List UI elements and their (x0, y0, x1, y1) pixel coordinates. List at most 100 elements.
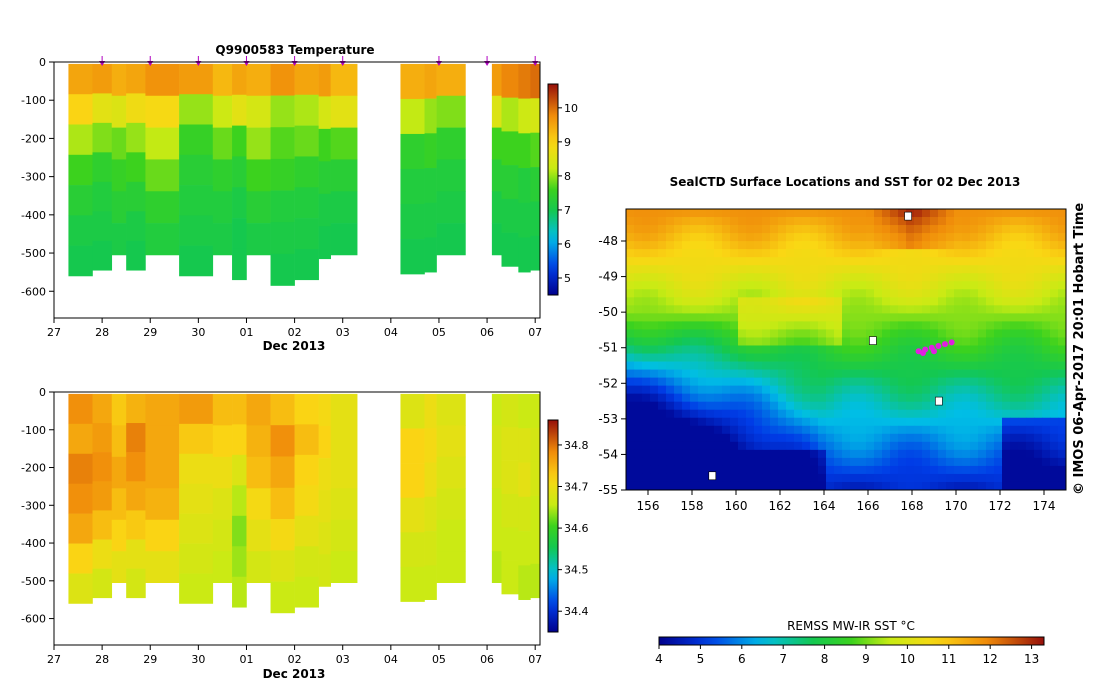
sst-cell (882, 265, 891, 274)
sst-cell (634, 417, 643, 427)
sst-cell (722, 257, 731, 266)
sst-cell (842, 281, 851, 290)
sst-cell (954, 265, 963, 274)
sst-cell (786, 249, 795, 258)
profile-cell (246, 393, 271, 426)
y-tick-label: 0 (39, 56, 46, 69)
sst-cell (986, 289, 995, 298)
sst-cell (930, 353, 939, 362)
sst-cell (706, 321, 715, 330)
profile-cell (212, 127, 233, 160)
sst-cell (922, 401, 931, 411)
sst-cell (866, 249, 875, 258)
sst-cell (1018, 425, 1027, 435)
profile-cell (270, 425, 295, 457)
sst-cell (986, 345, 995, 354)
sst-cell (666, 385, 675, 395)
sst-cell (650, 441, 659, 451)
sst-cell (1034, 481, 1043, 491)
sst-cell (762, 241, 771, 250)
sst-cell (1018, 345, 1027, 354)
sst-cell (714, 265, 723, 274)
sst-cell (994, 273, 1003, 282)
sst-cell (714, 457, 723, 467)
sst-cell (994, 409, 1003, 419)
sst-cell (826, 417, 835, 427)
sst-cell (786, 241, 795, 250)
profile-cell (518, 428, 531, 463)
sst-cell (658, 257, 667, 266)
sst-cell (802, 345, 811, 354)
sst-cell (1018, 377, 1027, 387)
sst-cell (818, 449, 827, 459)
sst-cell (674, 257, 683, 266)
sst-cell (922, 337, 931, 346)
sst-cell (778, 217, 787, 226)
sst-cell (802, 321, 811, 330)
sst-cell (746, 409, 755, 419)
profile-cell (179, 215, 214, 246)
sst-cell (642, 369, 651, 378)
sst-cell (938, 297, 947, 306)
sst-cell (850, 369, 859, 378)
profile-cell (246, 425, 271, 458)
profile-cell (530, 98, 541, 133)
sst-cell (786, 337, 795, 346)
sst-cell (1026, 457, 1035, 467)
sst-cell (866, 257, 875, 266)
sst-cell (978, 273, 987, 282)
profile-cell (318, 425, 331, 459)
profile-cell (436, 456, 466, 489)
sst-cell (682, 473, 691, 483)
sst-cell (906, 441, 915, 451)
sst-cell (1042, 449, 1051, 459)
sst-cell (938, 249, 947, 258)
sst-cell (994, 401, 1003, 411)
sst-cell (770, 393, 779, 403)
sst-cell (890, 313, 899, 322)
profile-cell (270, 393, 295, 426)
sst-cell (762, 409, 771, 419)
sst-cell (802, 257, 811, 266)
sst-cell (858, 401, 867, 411)
sst-cell (794, 289, 803, 298)
sst-cell (698, 233, 707, 242)
profile-cell (232, 546, 247, 578)
sst-cell (794, 273, 803, 282)
sst-cell (746, 481, 755, 491)
sst-cell (826, 281, 835, 290)
sst-cell (858, 361, 867, 370)
sst-cell (1026, 385, 1035, 395)
sst-cell (1058, 409, 1067, 419)
sst-cell (1034, 377, 1043, 387)
sst-cell (1034, 385, 1043, 395)
sst-cell (890, 425, 899, 435)
sst-cell (786, 361, 795, 370)
sst-cell (642, 457, 651, 467)
sst-cell (762, 433, 771, 443)
sst-cell (978, 345, 987, 354)
sst-cell (1042, 265, 1051, 274)
sst-cell (762, 393, 771, 403)
sst-cell (650, 265, 659, 274)
sst-cell (954, 297, 963, 306)
sst-cell (746, 345, 755, 354)
sst-cell (698, 369, 707, 378)
sst-cell (642, 345, 651, 354)
sst-cell (666, 377, 675, 387)
sst-cell (898, 361, 907, 370)
sst-cell (738, 401, 747, 411)
sst-cell (890, 481, 899, 491)
sst-cell (1010, 241, 1019, 250)
profile-cell (68, 63, 93, 95)
sst-cell (1002, 385, 1011, 395)
sst-cell (690, 209, 699, 218)
sst-cell (890, 353, 899, 362)
sst-cell (986, 257, 995, 266)
sst-cell (826, 425, 835, 435)
sst-cell (994, 353, 1003, 362)
sst-cell (866, 377, 875, 387)
sst-cell (930, 409, 939, 419)
sst-cell (914, 297, 923, 306)
sst-cell (994, 305, 1003, 314)
